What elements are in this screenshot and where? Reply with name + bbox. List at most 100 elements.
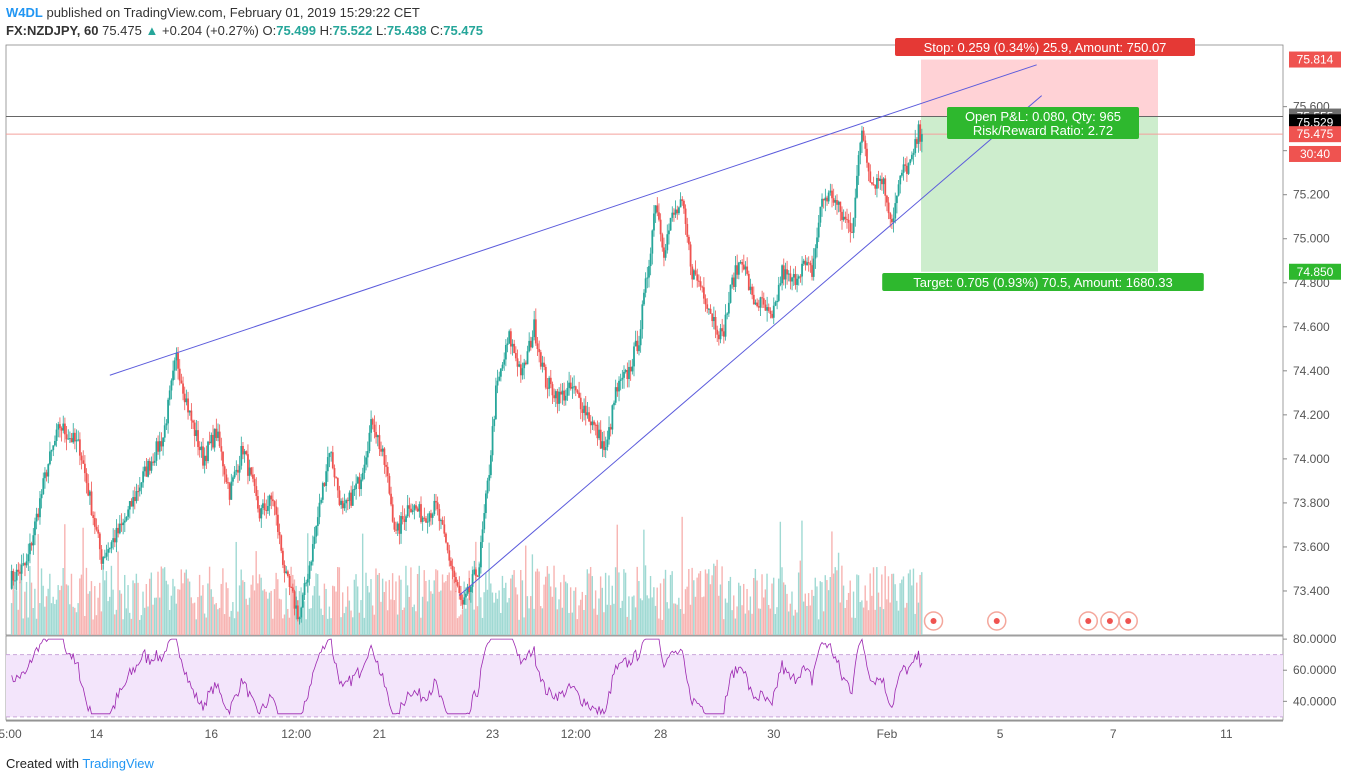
volume-bar xyxy=(877,592,880,635)
candle-body xyxy=(574,386,577,391)
volume-bar xyxy=(315,573,317,635)
candle-body xyxy=(473,569,476,575)
volume-bar xyxy=(129,612,131,635)
candle-body xyxy=(242,445,244,455)
volume-bar xyxy=(463,581,465,635)
candle-body xyxy=(491,426,494,456)
volume-bar xyxy=(506,602,509,635)
volume-bar xyxy=(814,577,816,635)
candle-body xyxy=(461,599,464,605)
candle-body xyxy=(320,499,323,503)
candle-body xyxy=(338,490,341,505)
candle-body xyxy=(290,586,293,588)
candle-body xyxy=(676,209,679,214)
volume-bar xyxy=(22,618,24,635)
target-label[interactable]: Target: 0.705 (0.93%) 70.5, Amount: 1680… xyxy=(882,273,1204,291)
candle-body xyxy=(486,480,489,494)
time-tick-label: 28 xyxy=(654,727,668,741)
volume-bar xyxy=(864,585,866,635)
candle-body xyxy=(503,359,506,365)
open-pnl-label-text: Risk/Reward Ratio: 2.72 xyxy=(973,123,1113,138)
candle-body xyxy=(581,409,584,413)
candle-body xyxy=(188,410,191,413)
volume-bar xyxy=(591,576,593,635)
candle-body xyxy=(591,421,594,426)
candle-body xyxy=(688,236,690,245)
volume-bar xyxy=(255,551,257,635)
candle-body xyxy=(663,247,665,258)
trendline[interactable] xyxy=(458,95,1043,596)
volume-bar xyxy=(385,581,387,635)
volume-bar xyxy=(370,579,372,635)
candle-body xyxy=(252,474,254,479)
volume-bar xyxy=(568,612,570,635)
candle-body xyxy=(837,201,840,205)
volume-bar xyxy=(62,568,64,635)
candle-body xyxy=(245,451,248,455)
candle-body xyxy=(168,390,171,400)
volume-bar xyxy=(759,608,762,635)
candle-body xyxy=(563,390,566,401)
candle-body xyxy=(118,523,121,534)
volume-bar xyxy=(59,590,61,635)
candle-body xyxy=(425,518,427,523)
volume-bar xyxy=(340,617,342,635)
candle-body xyxy=(771,313,774,318)
volume-bar xyxy=(809,605,811,635)
candle-body xyxy=(102,557,105,564)
trendline[interactable] xyxy=(109,64,1037,376)
chart-area[interactable]: 75.60075.40075.20075.00074.80074.60074.4… xyxy=(0,0,1348,750)
volume-bar xyxy=(470,590,472,635)
volume-bar xyxy=(636,566,638,635)
candle-body xyxy=(638,345,640,352)
candle-body xyxy=(594,424,597,426)
candle-body xyxy=(24,563,26,566)
volume-bar xyxy=(122,619,124,635)
publisher-name[interactable]: W4DL xyxy=(6,5,43,20)
candle-body xyxy=(255,486,258,497)
volume-bar xyxy=(684,589,687,635)
symbol-label[interactable]: FX:NZDJPY, 60 xyxy=(6,23,99,38)
candle-body xyxy=(160,441,163,447)
candle-body xyxy=(599,429,602,449)
volume-bar xyxy=(604,572,607,635)
volume-bar xyxy=(330,618,332,635)
candle-body xyxy=(827,192,830,202)
volume-bar xyxy=(641,600,643,635)
volume-bar xyxy=(410,567,412,635)
stop-label[interactable]: Stop: 0.259 (0.34%) 25.9, Amount: 750.07 xyxy=(895,38,1195,56)
candle-body xyxy=(764,304,767,311)
volume-bar xyxy=(132,580,134,635)
candle-body xyxy=(17,569,20,572)
volume-bar xyxy=(583,609,585,635)
volume-bar xyxy=(446,575,449,635)
candle-body xyxy=(596,424,599,439)
volume-bar xyxy=(767,604,770,635)
volume-bar xyxy=(65,584,68,635)
volume-bar xyxy=(32,607,34,635)
candle-body xyxy=(430,513,432,518)
candle-body xyxy=(483,513,486,530)
volume-bar xyxy=(563,574,565,635)
candle-body xyxy=(896,195,898,204)
candle-body xyxy=(854,197,857,218)
volume-bar xyxy=(628,596,630,635)
time-tick-label: 21 xyxy=(373,727,387,741)
candle-body xyxy=(69,438,71,440)
target-zone[interactable] xyxy=(921,116,1158,272)
volume-bar xyxy=(513,570,515,635)
candle-body xyxy=(693,270,695,280)
volume-bar xyxy=(114,614,116,635)
candle-body xyxy=(125,516,128,521)
candle-body xyxy=(894,203,897,219)
candle-body xyxy=(787,273,790,275)
candle-body xyxy=(150,461,153,471)
price-badge xyxy=(1289,51,1341,68)
volume-bar xyxy=(854,617,856,635)
volume-bar xyxy=(511,574,514,635)
candle-body xyxy=(716,329,719,335)
candle-body xyxy=(480,542,482,568)
volume-bar xyxy=(716,559,718,635)
tradingview-logo[interactable]: TradingView xyxy=(82,756,154,771)
